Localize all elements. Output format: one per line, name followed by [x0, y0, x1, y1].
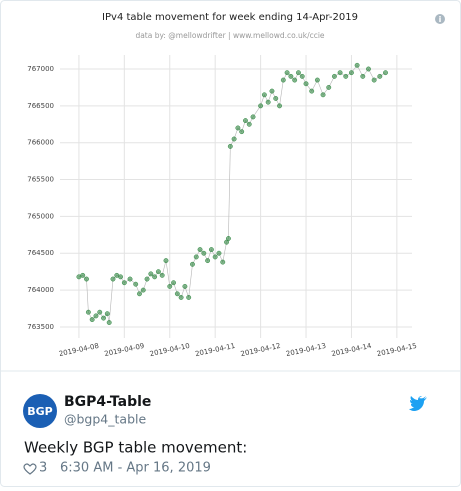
- point: [284, 70, 290, 76]
- point: [85, 309, 91, 315]
- like-icon[interactable]: [23, 463, 37, 475]
- point: [343, 73, 349, 79]
- point: [320, 92, 326, 98]
- avatar-text: BGP: [27, 405, 52, 418]
- point: [84, 276, 89, 282]
- point: [280, 77, 286, 83]
- point: [212, 254, 218, 260]
- point: [371, 77, 377, 83]
- point: [231, 136, 237, 142]
- info-icon[interactable]: [435, 14, 445, 24]
- plot: 763500 764000 764500 765000 765500 766000 7665…: [27, 55, 418, 358]
- point: [190, 261, 195, 267]
- point: [261, 92, 267, 98]
- point: [205, 258, 211, 264]
- point: [383, 70, 388, 76]
- point: [292, 77, 298, 83]
- point: [89, 317, 95, 323]
- point: [337, 70, 343, 76]
- point: [303, 81, 309, 87]
- point: [182, 283, 188, 289]
- point: [110, 276, 116, 282]
- point: [269, 88, 275, 94]
- y-tick-label: 764500: [27, 249, 54, 257]
- user-name[interactable]: BGP4-Table: [64, 394, 151, 410]
- point: [277, 103, 282, 109]
- point: [133, 281, 139, 287]
- point: [220, 259, 226, 265]
- point: [225, 236, 231, 241]
- point: [171, 280, 176, 286]
- point: [235, 125, 241, 131]
- point: [250, 114, 256, 120]
- point: [152, 274, 158, 280]
- y-tick-label: 767000: [27, 65, 54, 73]
- point: [216, 250, 222, 256]
- twitter-logo[interactable]: [409, 396, 427, 411]
- point: [348, 70, 354, 76]
- point: [208, 247, 214, 253]
- tweet-time[interactable]: 6:30 AM - Apr 16, 2019: [60, 461, 211, 476]
- point: [174, 291, 180, 297]
- point: [243, 118, 248, 124]
- point: [144, 276, 150, 282]
- point: [288, 73, 294, 79]
- point: [326, 84, 332, 90]
- point: [148, 271, 154, 277]
- point: [137, 291, 142, 297]
- plot-area: [60, 55, 412, 338]
- point: [299, 73, 305, 79]
- point: [239, 129, 245, 135]
- y-tick-label: 765000: [27, 212, 54, 220]
- point: [159, 272, 165, 278]
- point: [80, 272, 86, 278]
- point: [97, 309, 103, 315]
- user-handle[interactable]: @bgp4_table: [64, 412, 146, 427]
- point: [201, 250, 207, 256]
- point: [155, 269, 161, 275]
- point: [227, 143, 233, 149]
- point: [197, 247, 203, 253]
- info-glyph: i: [439, 15, 442, 24]
- avatar[interactable]: [23, 394, 57, 428]
- point: [273, 96, 279, 101]
- point: [296, 70, 301, 76]
- point: [101, 315, 106, 321]
- point: [178, 295, 184, 300]
- y-tick-label: 763500: [27, 323, 54, 331]
- tweet-text: Weekly BGP table movement:: [24, 439, 247, 457]
- chart-subtitle: data by: @mellowdrifter | www.mellowd.co…: [135, 31, 324, 40]
- point: [140, 287, 146, 293]
- point: [354, 62, 360, 68]
- point: [127, 276, 133, 282]
- y-tick-label: 766000: [27, 139, 54, 147]
- y-tick-label: 764000: [27, 286, 54, 294]
- point: [309, 88, 315, 94]
- point: [314, 77, 320, 83]
- point: [106, 320, 112, 325]
- point: [121, 280, 127, 286]
- point: [331, 73, 337, 79]
- point: [377, 73, 383, 79]
- y-tick-label: 766500: [27, 102, 54, 110]
- point: [93, 313, 99, 319]
- point: [186, 295, 192, 300]
- point: [258, 103, 264, 109]
- chart-title: IPv4 table movement for week ending 14-A…: [102, 12, 358, 23]
- point: [118, 274, 124, 280]
- y-tick-label: 765500: [27, 176, 54, 184]
- point: [104, 311, 110, 317]
- point: [360, 73, 366, 79]
- like-count[interactable]: 3: [39, 461, 47, 476]
- point: [246, 121, 252, 127]
- point: [193, 254, 199, 260]
- point: [366, 66, 371, 72]
- point: [163, 258, 169, 264]
- point: [167, 283, 173, 289]
- point: [265, 99, 271, 105]
